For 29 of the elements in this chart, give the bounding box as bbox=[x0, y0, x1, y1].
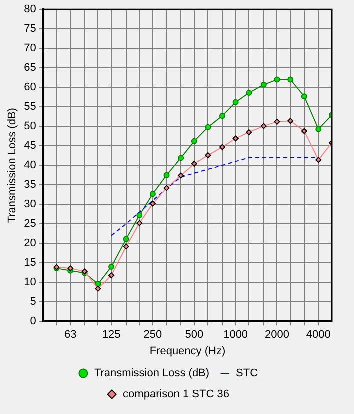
y-tick-label: 15 bbox=[24, 257, 36, 270]
y-tick-label: 75 bbox=[24, 23, 36, 36]
y-tick-label: 0 bbox=[30, 316, 36, 328]
y-tick-label: 20 bbox=[24, 238, 36, 250]
x-tick-label: 4000 bbox=[306, 329, 331, 342]
legend-label: comparison 1 STC 36 bbox=[123, 388, 230, 401]
y-tick-label: 10 bbox=[24, 276, 36, 289]
x-tick-label: 250 bbox=[144, 329, 162, 342]
y-tick-label: 40 bbox=[24, 160, 36, 172]
y-tick-label: 25 bbox=[24, 218, 36, 230]
y-axis-title: Transmission Loss (dB) bbox=[6, 108, 19, 224]
y-tick-label: 50 bbox=[24, 120, 36, 133]
y-tick-label: 65 bbox=[24, 62, 36, 74]
x-tick-label: 125 bbox=[102, 329, 121, 342]
y-tick-label: 80 bbox=[24, 4, 36, 16]
y-tick-label: 45 bbox=[24, 140, 36, 152]
x-tick-label: 63 bbox=[64, 329, 77, 342]
y-tick-label: 55 bbox=[24, 101, 36, 114]
y-tick-label: 70 bbox=[24, 42, 36, 55]
x-axis-title: Frequency (Hz) bbox=[150, 345, 226, 358]
legend-label: Transmission Loss (dB) bbox=[94, 368, 210, 380]
x-tick-label: 1000 bbox=[224, 329, 248, 342]
x-tick-label: 500 bbox=[185, 329, 204, 342]
y-tick-label: 60 bbox=[24, 82, 36, 94]
y-tick-label: 30 bbox=[24, 198, 36, 211]
legend-label: STC bbox=[236, 368, 258, 380]
x-tick-label: 2000 bbox=[264, 329, 290, 342]
y-tick-label: 5 bbox=[30, 296, 36, 308]
y-tick-label: 35 bbox=[24, 179, 36, 192]
